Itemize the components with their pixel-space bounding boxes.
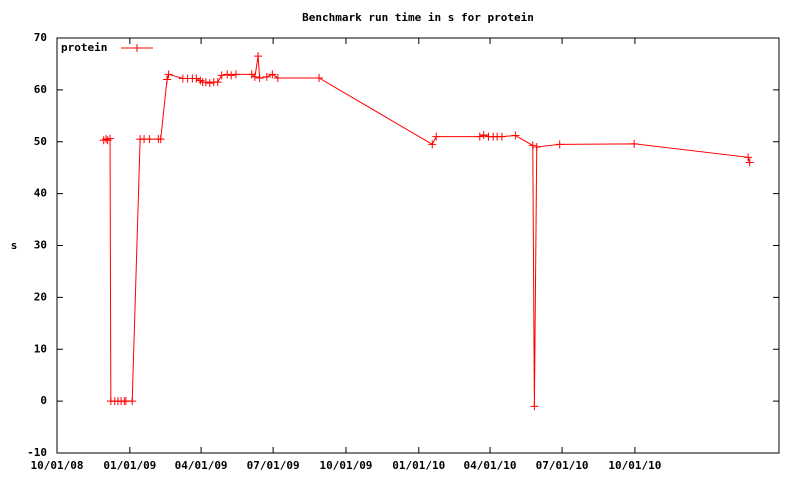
y-tick-label: 0 [40, 394, 47, 407]
x-tick-label: 10/01/10 [608, 459, 661, 472]
point-marker [630, 139, 639, 148]
point-marker [268, 70, 277, 79]
point-marker [106, 134, 115, 143]
y-tick-label: 40 [34, 187, 47, 200]
point-marker [262, 72, 271, 81]
y-tick-label: 20 [34, 290, 47, 303]
y-tick-label: 50 [34, 135, 47, 148]
point-marker [227, 71, 236, 80]
y-axis-label: s [11, 239, 18, 252]
point-marker [532, 142, 541, 151]
point-marker [432, 132, 441, 141]
x-tick-label: 04/01/09 [175, 459, 228, 472]
point-marker [223, 70, 232, 79]
legend-marker [133, 44, 141, 52]
x-tick-label: 07/01/09 [247, 459, 300, 472]
point-marker [102, 135, 111, 144]
point-marker [250, 72, 259, 81]
point-marker [128, 397, 137, 406]
y-tick-label: 30 [34, 239, 47, 252]
point-marker [530, 402, 539, 411]
chart-title: Benchmark run time in s for protein [302, 11, 534, 24]
point-marker [555, 140, 564, 149]
point-marker [156, 135, 165, 144]
point-marker [201, 78, 210, 87]
x-tick-label: 07/01/10 [536, 459, 589, 472]
point-marker [205, 79, 214, 88]
y-tick-label: 60 [34, 83, 47, 96]
point-marker [192, 74, 201, 83]
point-marker [315, 73, 324, 82]
point-marker [511, 131, 520, 140]
point-marker [745, 158, 754, 167]
point-marker [231, 70, 240, 79]
point-marker [744, 153, 753, 162]
point-marker [164, 70, 173, 79]
point-marker [479, 131, 488, 140]
y-tick-label: 70 [34, 31, 47, 44]
point-marker [273, 73, 282, 82]
y-tick-label: -10 [27, 446, 47, 459]
point-marker [255, 73, 264, 82]
x-tick-label: 01/01/09 [103, 459, 156, 472]
point-marker [213, 78, 222, 87]
point-marker [497, 132, 506, 141]
x-tick-label: 01/01/10 [392, 459, 445, 472]
y-tick-label: 10 [34, 342, 47, 355]
legend-label: protein [61, 41, 107, 54]
point-marker [163, 75, 172, 84]
point-marker [145, 135, 154, 144]
x-tick-label: 10/01/09 [319, 459, 372, 472]
point-marker [528, 141, 537, 150]
point-marker [475, 132, 484, 141]
x-tick-label: 10/01/08 [31, 459, 84, 472]
point-marker [254, 52, 263, 61]
point-marker [217, 71, 226, 80]
point-marker [428, 140, 437, 149]
x-tick-label: 04/01/10 [464, 459, 517, 472]
